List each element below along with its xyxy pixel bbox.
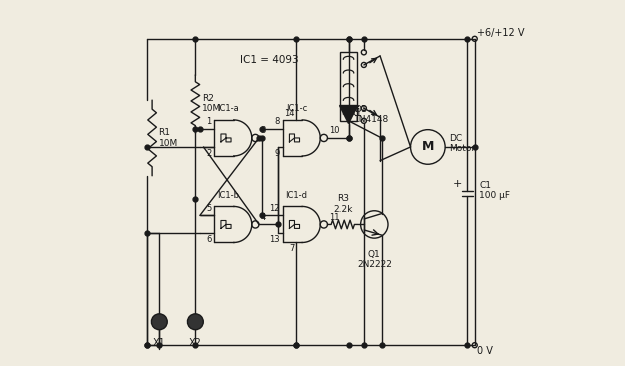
Text: 10: 10 bbox=[329, 126, 340, 135]
Text: 6: 6 bbox=[206, 235, 211, 244]
Text: 14: 14 bbox=[284, 109, 295, 118]
Text: IC1-a: IC1-a bbox=[217, 104, 239, 113]
Text: 13: 13 bbox=[269, 235, 280, 244]
Text: 1: 1 bbox=[206, 117, 211, 126]
Text: R1
10M: R1 10M bbox=[159, 128, 178, 147]
Text: 2: 2 bbox=[206, 149, 211, 158]
Text: 12: 12 bbox=[269, 203, 280, 213]
Text: X2: X2 bbox=[189, 337, 202, 348]
Text: X1: X1 bbox=[153, 337, 166, 348]
Bar bbox=[341, 52, 357, 121]
Text: R3
2.2k: R3 2.2k bbox=[333, 194, 352, 214]
Text: k1: k1 bbox=[350, 108, 362, 117]
Text: 11: 11 bbox=[329, 213, 340, 221]
Text: 8: 8 bbox=[274, 117, 280, 126]
Text: 0 V: 0 V bbox=[476, 346, 492, 356]
Text: IC1-d: IC1-d bbox=[285, 191, 308, 200]
Text: IC1-c: IC1-c bbox=[286, 104, 307, 113]
Text: DC
Motor: DC Motor bbox=[449, 134, 476, 153]
Text: +: + bbox=[452, 179, 462, 190]
Text: D1
1N4148: D1 1N4148 bbox=[354, 105, 389, 124]
Text: 9: 9 bbox=[274, 149, 280, 158]
Text: R2
10M: R2 10M bbox=[202, 94, 221, 113]
Text: 3: 3 bbox=[261, 126, 266, 135]
Text: IC1-b: IC1-b bbox=[217, 191, 239, 200]
Text: +6/+12 V: +6/+12 V bbox=[476, 29, 524, 38]
Polygon shape bbox=[339, 105, 357, 124]
Circle shape bbox=[151, 314, 168, 330]
Text: 7: 7 bbox=[289, 244, 294, 253]
Text: M: M bbox=[422, 141, 434, 153]
Text: 5: 5 bbox=[206, 203, 211, 213]
Text: IC1 = 4093: IC1 = 4093 bbox=[240, 55, 299, 66]
Text: 4: 4 bbox=[261, 213, 266, 221]
Text: C1
100 µF: C1 100 µF bbox=[479, 180, 510, 200]
Circle shape bbox=[188, 314, 203, 330]
Text: Q1
2N2222: Q1 2N2222 bbox=[357, 250, 392, 269]
